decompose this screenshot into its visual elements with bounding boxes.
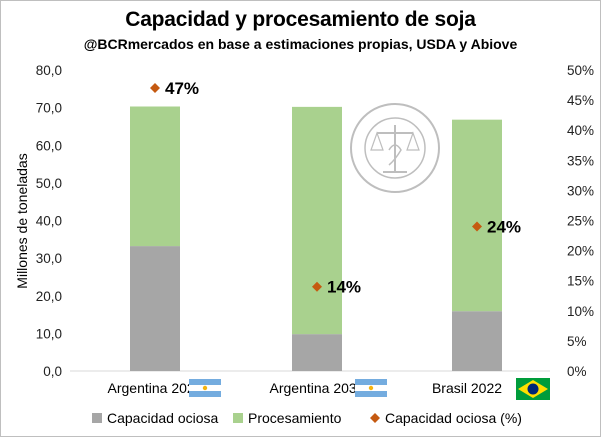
bcr-seal-watermark <box>350 103 440 193</box>
y2-tick-label: 25% <box>567 214 594 229</box>
y-tick-label: 20,0 <box>36 289 62 304</box>
flag-sun <box>368 385 374 391</box>
pct-data-label: 14% <box>327 278 361 297</box>
legend-label: Capacidad ociosa (%) <box>385 410 522 426</box>
y2-tick-label: 40% <box>567 123 594 138</box>
y2-tick-label: 35% <box>567 153 594 168</box>
y-tick-label: 80,0 <box>36 63 62 78</box>
y-tick-label: 0,0 <box>43 364 62 379</box>
flag-stripe <box>355 391 387 397</box>
y-tick-label: 60,0 <box>36 138 62 153</box>
flag-stripe <box>189 379 221 385</box>
legend: Capacidad ociosa Procesamiento Capacidad o… <box>92 410 522 426</box>
argentina-flag-icon <box>355 379 387 397</box>
y2-tick-label: 5% <box>567 334 587 349</box>
bar-procesamiento-0 <box>130 106 180 247</box>
y2-tick-label: 10% <box>567 304 594 319</box>
legend-swatch <box>370 413 380 423</box>
category-label: Brasil 2022 <box>432 380 502 396</box>
pct-marker-1 <box>312 281 322 292</box>
brazil-flag-icon <box>516 378 550 400</box>
y2-tick-label: 20% <box>567 244 594 259</box>
flag-stripe <box>355 379 387 385</box>
bar-capacidad-ociosa-2 <box>452 311 502 371</box>
flag-sun <box>202 385 208 391</box>
y-tick-label: 30,0 <box>36 251 62 266</box>
bar-capacidad-ociosa-1 <box>292 334 342 371</box>
bars <box>130 106 502 371</box>
bar-procesamiento-2 <box>452 119 502 312</box>
y-axis-label: Millones de toneladas <box>14 153 30 288</box>
y-tick-label: 40,0 <box>36 214 62 229</box>
y-tick-label: 70,0 <box>36 101 62 116</box>
bar-capacidad-ociosa-0 <box>130 246 180 371</box>
bar-procesamiento-1 <box>292 106 342 335</box>
category-labels: Argentina 2022 Argentina 2031 Brasil 2022 <box>108 378 550 400</box>
pct-marker-2 <box>472 221 482 232</box>
y2-tick-label: 30% <box>567 183 594 198</box>
y2-tick-label: 15% <box>567 274 594 289</box>
argentina-flag-icon <box>189 379 221 397</box>
legend-label: Procesamiento <box>248 410 342 426</box>
y-tick-label: 50,0 <box>36 176 62 191</box>
y2-tick-label: 45% <box>567 93 594 108</box>
legend-label: Capacidad ociosa <box>107 410 219 426</box>
category-label: Argentina 2022 <box>108 380 203 396</box>
legend-swatch <box>92 413 102 423</box>
flag-stripe <box>189 391 221 397</box>
chart-title: Capacidad y procesamiento de soja <box>125 8 476 31</box>
y-tick-label: 10,0 <box>36 326 62 341</box>
pct-marker-0 <box>150 83 160 94</box>
flag-globe <box>527 383 539 395</box>
y2-tick-label: 0% <box>567 364 587 379</box>
pct-data-label: 47% <box>165 79 199 98</box>
markers: 47% 14% 24% <box>150 79 521 297</box>
category-label: Argentina 2031 <box>270 380 365 396</box>
y2-tick-label: 50% <box>567 63 594 78</box>
chart-subtitle: @BCRmercados en base a estimaciones prop… <box>83 36 518 52</box>
pct-data-label: 24% <box>487 218 521 237</box>
legend-swatch <box>233 413 243 423</box>
